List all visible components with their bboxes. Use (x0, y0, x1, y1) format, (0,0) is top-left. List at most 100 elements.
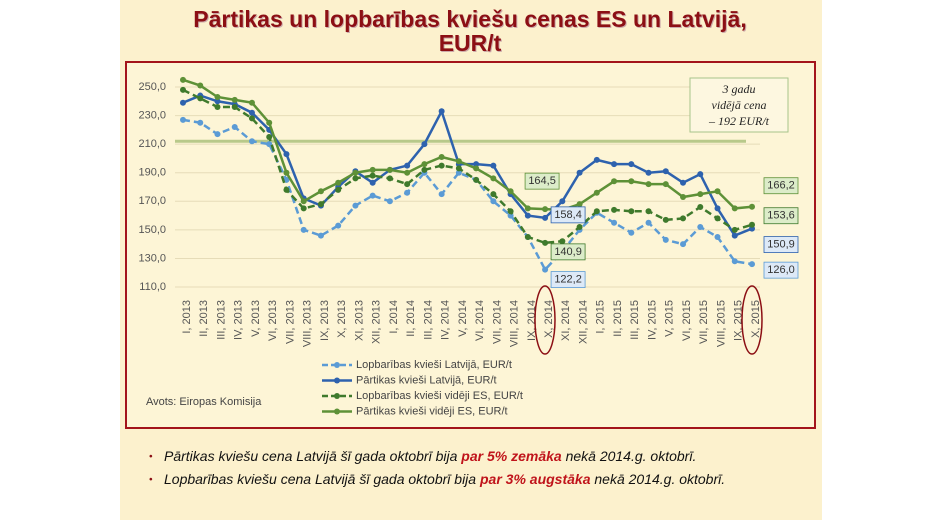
data-point (335, 179, 342, 186)
y-tick-label: 250,0 (138, 81, 166, 93)
x-tick-label: IV, 2015 (646, 300, 658, 340)
data-point (283, 151, 290, 158)
data-point (559, 238, 566, 245)
data-point (180, 86, 186, 93)
data-point (283, 186, 290, 193)
data-point (473, 176, 480, 183)
annotation-text: 3 gadu (722, 82, 756, 96)
data-point (749, 221, 755, 228)
data-point (593, 208, 600, 215)
value-label: 126,0 (767, 264, 795, 276)
legend-label: Pārtikas kvieši vidēji ES, EUR/t (356, 405, 508, 417)
data-point (317, 188, 324, 195)
data-point (507, 188, 514, 195)
value-label-box (550, 243, 586, 261)
x-tick-label: III, 2014 (422, 300, 434, 340)
legend-marker (334, 408, 340, 415)
data-point (248, 138, 255, 145)
data-point (645, 208, 652, 215)
data-point (386, 166, 393, 173)
x-tick-label: XII, 2014 (577, 300, 589, 344)
data-point (714, 215, 721, 222)
y-tick-label: 230,0 (138, 109, 166, 121)
data-point (680, 179, 687, 186)
data-point (369, 192, 376, 199)
x-tick-label: X, 2014 (543, 300, 555, 338)
bullet-text: nekā 2014.g. oktobrī. (590, 471, 725, 487)
data-point (524, 205, 531, 212)
data-point (542, 206, 549, 213)
bullet-text: Pārtikas kviešu cena Latvijā šī gada okt… (164, 448, 461, 464)
legend-marker (334, 377, 340, 384)
data-point (731, 258, 738, 265)
data-point (680, 241, 687, 248)
data-point (473, 161, 480, 168)
data-point (369, 166, 376, 173)
x-tick-label: III, 2015 (629, 300, 641, 340)
data-point (421, 161, 428, 168)
value-label: 164,5 (528, 175, 556, 187)
data-point (438, 162, 445, 169)
data-point (576, 201, 583, 208)
data-point (197, 95, 204, 102)
x-tick-label: VII, 2015 (698, 300, 710, 344)
data-point (611, 161, 618, 168)
annotation-text: – 192 EUR/t (708, 114, 770, 128)
bullet: Lopbarības kviešu cena Latvijā šī gada o… (164, 471, 725, 487)
data-point (438, 153, 445, 160)
data-point (490, 191, 497, 198)
y-tick-label: 170,0 (138, 195, 166, 207)
data-point (697, 204, 704, 211)
data-point (438, 191, 445, 198)
data-point (266, 141, 273, 148)
data-point (283, 169, 290, 176)
data-point (542, 239, 549, 246)
data-point (214, 98, 221, 105)
data-point (455, 158, 462, 165)
x-tick-label: V, 2015 (664, 300, 676, 337)
data-point (628, 178, 635, 185)
legend-label: Lopbarības kvieši vidēji ES, EUR/t (356, 390, 523, 402)
data-point (455, 169, 462, 176)
y-tick-label: 110,0 (139, 281, 166, 293)
data-point (611, 178, 618, 185)
x-tick-label: I, 2015 (595, 300, 607, 334)
highlight-ellipse (741, 285, 763, 355)
legend-marker (334, 362, 340, 368)
value-label-box (763, 177, 799, 195)
source: Avots: Eiropas Komisija (146, 396, 262, 408)
data-point (231, 103, 238, 110)
x-tick-label: I, 2014 (388, 300, 400, 334)
data-point (507, 208, 514, 215)
data-point (180, 99, 186, 106)
data-point (593, 189, 600, 196)
x-tick-label: XII, 2013 (371, 300, 383, 344)
data-point (731, 226, 738, 233)
value-label-box (550, 271, 586, 288)
legend-label: Pārtikas kvieši Latvijā, EUR/t (356, 374, 497, 386)
data-point (248, 99, 255, 106)
data-point (335, 222, 342, 229)
data-point (611, 206, 618, 213)
value-label-box (524, 172, 560, 190)
x-tick-label: VIII, 2014 (509, 300, 521, 347)
y-tick-label: 130,0 (138, 252, 166, 264)
annotation-text: vidējā cena (712, 98, 767, 112)
annotation-box (689, 77, 789, 133)
data-point (628, 161, 635, 168)
data-point (197, 119, 204, 126)
data-point (214, 103, 221, 110)
data-point (386, 175, 393, 182)
value-label: 166,2 (767, 180, 795, 192)
data-point (386, 198, 393, 205)
data-point (335, 186, 342, 193)
data-point (524, 234, 531, 241)
data-point (266, 119, 273, 126)
data-point (749, 203, 755, 210)
bullet-text: nekā 2014.g. oktobrī. (562, 448, 697, 464)
x-tick-label: VIII, 2015 (715, 300, 727, 347)
series-line (182, 78, 753, 212)
data-point (248, 115, 255, 122)
bullet-highlight: par 3% augstāka (479, 471, 591, 487)
